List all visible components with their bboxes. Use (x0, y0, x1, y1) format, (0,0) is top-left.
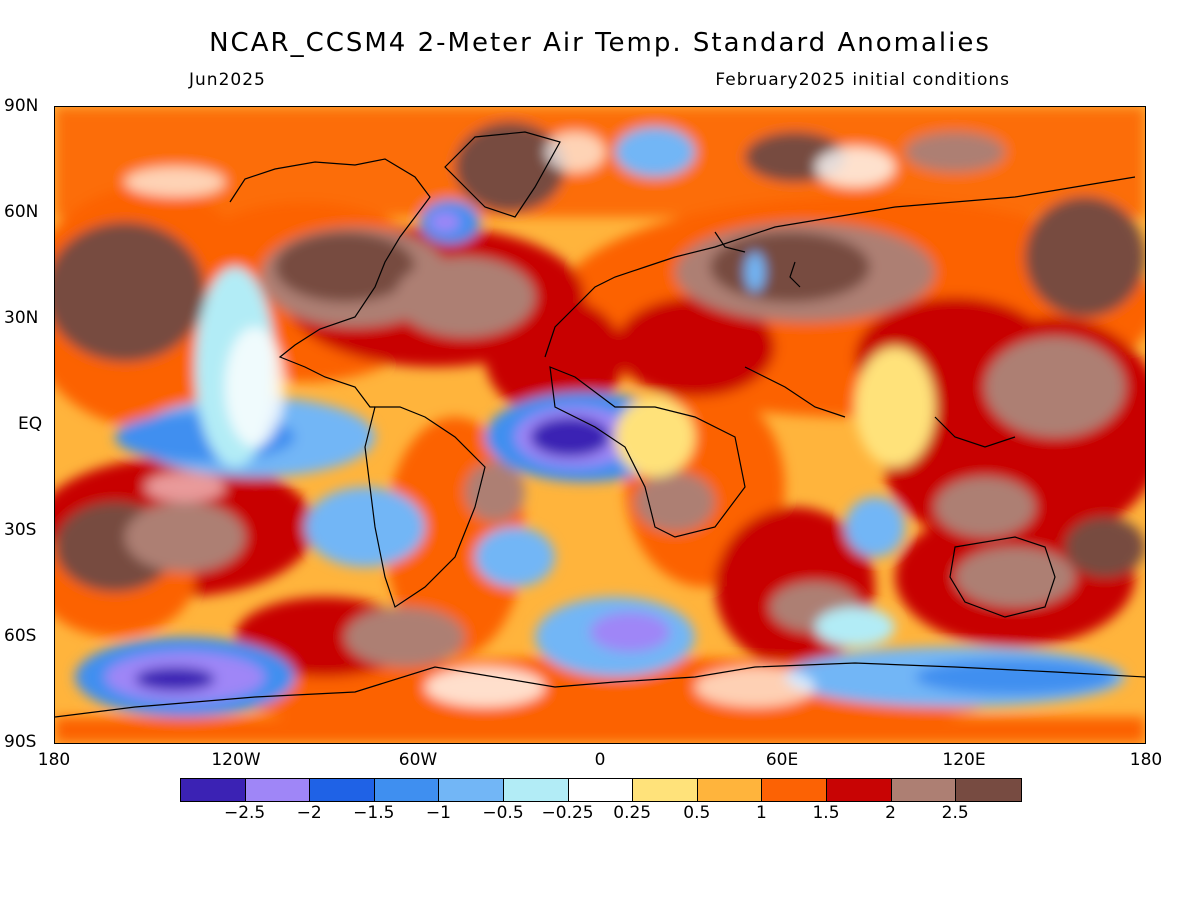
lon-tick: 120E (942, 750, 986, 770)
colorbar-label: −2 (296, 803, 322, 823)
colorbar-swatch (697, 779, 763, 801)
colorbar-swatch (439, 779, 504, 801)
lon-tick: 0 (594, 750, 606, 770)
colorbar-label: −1.5 (353, 803, 395, 823)
lon-tick: 180 (37, 750, 71, 770)
lat-tick: EQ (18, 414, 43, 434)
colorbar-swatch (503, 779, 569, 801)
colorbar (180, 778, 1022, 802)
initial-conditions: February2025 initial conditions (715, 70, 1010, 90)
colorbar-label: −1 (425, 803, 451, 823)
lat-tick: 60S (4, 626, 37, 646)
colorbar-label: 1.5 (812, 803, 840, 823)
colorbar-label: −0.5 (482, 803, 524, 823)
valid-month: Jun2025 (189, 70, 266, 90)
coastlines (55, 131, 1145, 718)
colorbar-swatch (374, 779, 440, 801)
lon-tick: 180 (1129, 750, 1163, 770)
colorbar-label: 2.5 (941, 803, 969, 823)
lon-tick: 60E (765, 750, 799, 770)
lat-tick: 90S (4, 732, 37, 752)
colorbar-swatch (310, 779, 375, 801)
anomaly-map (54, 106, 1146, 744)
colorbar-label: 1 (755, 803, 767, 823)
lon-tick: 60W (398, 750, 438, 770)
colorbar-swatch (568, 779, 634, 801)
colorbar-swatch (891, 779, 957, 801)
lat-tick: 30N (4, 308, 39, 328)
lon-tick: 120W (211, 750, 261, 770)
colorbar-label: 2 (885, 803, 896, 823)
colorbar-swatch (762, 779, 827, 801)
chart-title: NCAR_CCSM4 2-Meter Air Temp. Standard An… (209, 28, 991, 58)
colorbar-swatch (245, 779, 311, 801)
colorbar-label: −2.5 (223, 803, 266, 823)
lat-tick: 60N (4, 202, 39, 222)
colorbar-label: 0.25 (613, 803, 652, 823)
lat-tick: 30S (4, 520, 37, 540)
colorbar-swatch (633, 779, 698, 801)
colorbar-swatch (826, 779, 892, 801)
colorbar-label: 0.5 (683, 803, 711, 823)
colorbar-label: −0.25 (541, 803, 594, 823)
lat-tick: 90N (4, 96, 39, 116)
anomaly-field (55, 107, 1145, 743)
colorbar-swatch (181, 779, 246, 801)
colorbar-swatch (956, 779, 1021, 801)
